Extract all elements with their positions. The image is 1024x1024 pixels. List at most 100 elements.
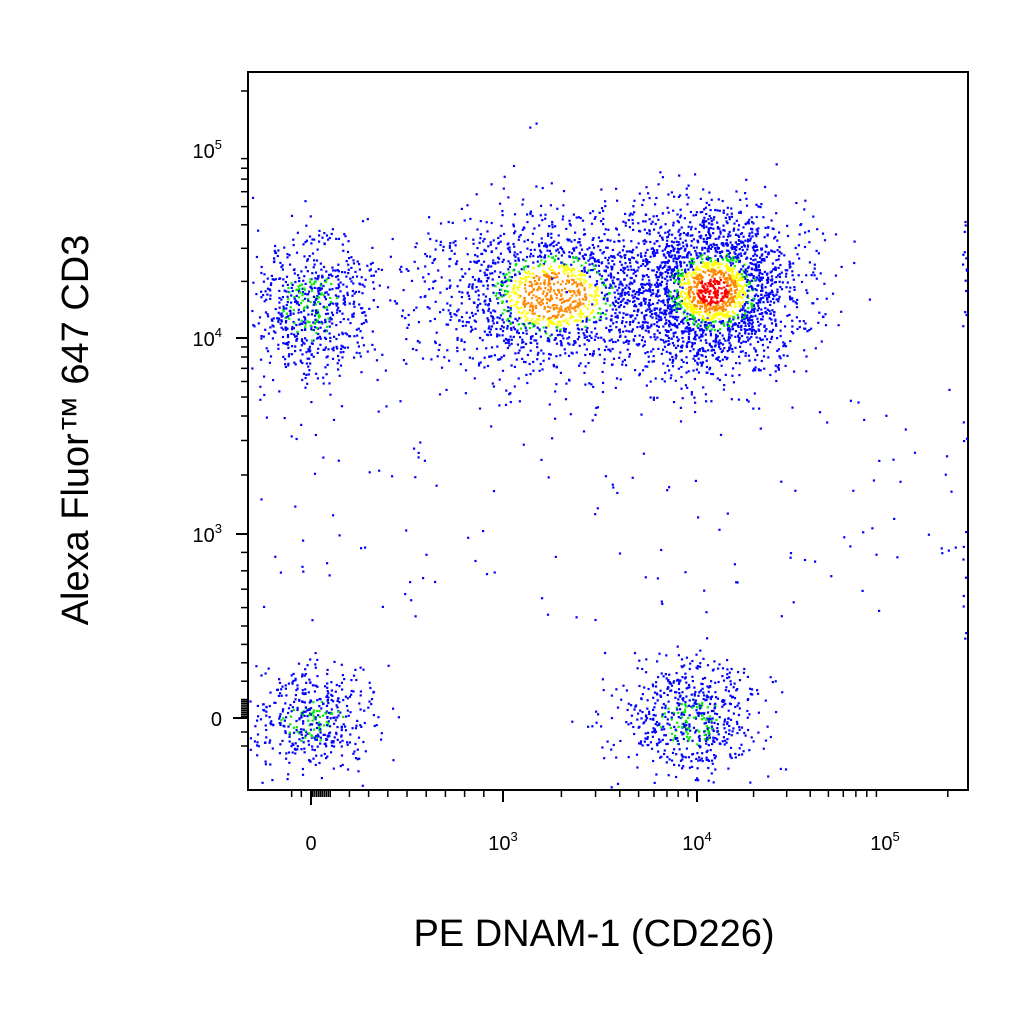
event-dot bbox=[348, 335, 351, 338]
event-dot bbox=[531, 318, 534, 321]
event-dot bbox=[524, 299, 527, 302]
event-dot bbox=[342, 294, 345, 297]
event-dot bbox=[476, 247, 479, 250]
event-dot bbox=[368, 307, 371, 310]
event-dot bbox=[743, 276, 746, 279]
event-dot bbox=[739, 252, 742, 255]
event-dot bbox=[538, 285, 541, 288]
event-dot bbox=[558, 265, 561, 268]
event-dot bbox=[741, 248, 744, 252]
event-dot bbox=[473, 278, 477, 281]
event-dot bbox=[291, 283, 294, 286]
event-dot bbox=[731, 374, 734, 377]
event-dot bbox=[671, 254, 674, 257]
event-dot bbox=[277, 249, 280, 252]
event-dot bbox=[705, 311, 708, 314]
event-dot bbox=[372, 299, 375, 302]
event-dot bbox=[513, 328, 516, 331]
event-dot bbox=[623, 268, 626, 271]
event-dot bbox=[680, 283, 683, 286]
event-dot bbox=[722, 211, 725, 214]
event-dot bbox=[331, 274, 334, 278]
event-dot bbox=[464, 369, 468, 372]
event-dot bbox=[708, 318, 711, 321]
event-dot bbox=[666, 364, 669, 367]
event-dot bbox=[702, 331, 705, 334]
event-dot bbox=[407, 323, 410, 326]
event-dot bbox=[770, 330, 774, 333]
event-dot bbox=[460, 302, 463, 305]
event-dot bbox=[274, 331, 277, 334]
event-dot bbox=[726, 222, 729, 225]
event-dot bbox=[574, 274, 577, 278]
event-dot bbox=[703, 287, 706, 290]
event-dot bbox=[568, 331, 571, 334]
event-dot bbox=[352, 302, 355, 305]
event-dot bbox=[740, 334, 744, 338]
event-dot bbox=[343, 300, 346, 304]
event-dot bbox=[712, 300, 715, 303]
event-dot bbox=[506, 247, 510, 250]
event-dot bbox=[297, 296, 300, 299]
event-dot bbox=[701, 254, 704, 257]
event-dot bbox=[278, 678, 281, 681]
event-dot bbox=[713, 216, 716, 219]
event-dot bbox=[675, 297, 678, 300]
event-dot bbox=[688, 318, 692, 321]
event-dot bbox=[412, 309, 416, 312]
event-dot bbox=[651, 220, 654, 223]
event-dot bbox=[579, 312, 583, 315]
event-dot bbox=[717, 356, 720, 359]
event-dot bbox=[750, 273, 753, 276]
event-dot bbox=[588, 318, 591, 321]
event-dot bbox=[676, 257, 679, 261]
event-dot bbox=[773, 314, 776, 317]
event-dot bbox=[656, 249, 659, 252]
event-dot bbox=[585, 335, 588, 338]
event-dot bbox=[758, 329, 761, 332]
event-dot bbox=[631, 282, 634, 285]
event-dot bbox=[550, 182, 553, 185]
event-dot bbox=[556, 207, 559, 210]
event-dot bbox=[700, 364, 703, 367]
event-dot bbox=[351, 313, 354, 316]
event-dot bbox=[679, 300, 682, 303]
event-dot bbox=[273, 278, 276, 281]
event-dot bbox=[644, 329, 647, 332]
event-dot bbox=[641, 203, 644, 207]
event-dot bbox=[369, 263, 373, 266]
event-dot bbox=[487, 265, 490, 268]
event-dot bbox=[478, 362, 481, 365]
event-dot bbox=[455, 328, 458, 331]
event-dot bbox=[323, 295, 326, 298]
event-dot bbox=[684, 271, 688, 274]
event-dot bbox=[710, 223, 713, 226]
event-dot bbox=[488, 331, 491, 334]
event-dot bbox=[709, 306, 712, 309]
event-dot bbox=[413, 260, 416, 263]
event-dot bbox=[537, 301, 540, 304]
event-dot bbox=[283, 289, 286, 292]
event-dot bbox=[335, 324, 338, 327]
event-dot bbox=[662, 299, 665, 302]
event-dot bbox=[678, 278, 681, 281]
event-dot bbox=[683, 282, 686, 285]
event-dot bbox=[682, 318, 685, 321]
event-dot bbox=[679, 350, 682, 353]
event-dot bbox=[523, 309, 526, 312]
event-dot bbox=[694, 333, 697, 337]
event-dot bbox=[610, 338, 613, 341]
event-dot bbox=[645, 314, 648, 317]
event-dot bbox=[548, 320, 551, 323]
event-dot bbox=[509, 392, 512, 395]
event-dot bbox=[589, 254, 592, 257]
event-dot bbox=[560, 324, 563, 327]
event-dot bbox=[750, 299, 753, 302]
event-dot bbox=[435, 331, 438, 334]
event-dot bbox=[708, 257, 711, 260]
event-dot bbox=[639, 230, 642, 233]
event-dot bbox=[285, 752, 288, 755]
event-dot bbox=[628, 283, 631, 286]
event-dot bbox=[770, 249, 773, 252]
event-dot bbox=[570, 274, 573, 278]
